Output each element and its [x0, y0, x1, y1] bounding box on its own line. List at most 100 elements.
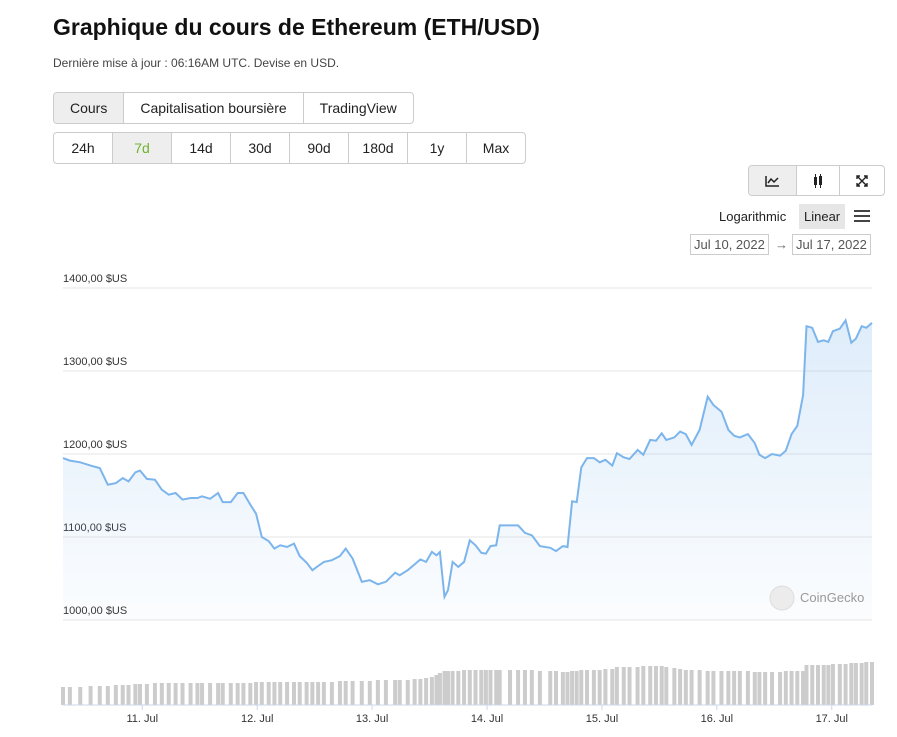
volume-bar [329, 682, 334, 705]
range-button[interactable]: 180d [349, 133, 408, 163]
volume-bar [310, 682, 315, 705]
volume-bar [297, 682, 302, 705]
tab[interactable]: Capitalisation boursière [124, 93, 304, 123]
volume-bar [434, 675, 439, 705]
volume-bar [272, 682, 277, 705]
x-tick-label: 17. Jul [816, 713, 848, 725]
volume-bar [757, 672, 762, 705]
title: Graphique du cours de Ethereum (ETH/USD) [53, 14, 540, 40]
volume-bar [479, 670, 484, 705]
volume-bar [429, 677, 434, 705]
volume-bar [522, 670, 527, 705]
volume-bar [597, 670, 602, 705]
volume-bar [745, 671, 750, 705]
volume-bar [585, 670, 590, 705]
volume-bar [235, 683, 240, 705]
tab-group: Cours Capitalisation boursière TradingView [53, 92, 414, 124]
volume-bar [801, 671, 806, 705]
volume-bar [683, 670, 688, 705]
volume-bar [350, 681, 355, 705]
volume-bar [442, 671, 447, 705]
volume-bar [678, 669, 683, 705]
volume-bar [208, 683, 213, 705]
y-tick-label: 1300,00 $US [63, 356, 127, 368]
volume-bar [497, 670, 502, 705]
volume-bar [456, 671, 461, 705]
volume-bar [393, 680, 398, 705]
volume-bar [278, 682, 283, 705]
tab[interactable]: TradingView [319, 100, 397, 116]
volume-bar [641, 666, 646, 705]
volume-bar [579, 670, 584, 705]
range-button[interactable]: 24h [54, 133, 113, 163]
volume-bar [105, 686, 110, 705]
volume-bar [88, 686, 93, 705]
volume-bar [664, 667, 669, 705]
subtitle: Dernière mise à jour : 06:16AM UTC. Devi… [53, 56, 340, 70]
volume-bar [228, 683, 233, 705]
candle-view-button[interactable] [797, 166, 840, 195]
volume-bar [591, 670, 596, 705]
volume-bar [188, 683, 193, 705]
volume-bar [67, 687, 72, 705]
volume-bar [565, 672, 570, 705]
x-tick-label: 13. Jul [356, 713, 388, 725]
volume-bar [375, 680, 380, 705]
range-button[interactable]: Max [482, 140, 510, 156]
range-button[interactable]: 30d [231, 133, 290, 163]
volume-bar [659, 666, 664, 705]
range-button[interactable]: 14d [172, 133, 231, 163]
volume-bar [359, 681, 364, 705]
volume-bar [815, 665, 820, 705]
volume-bar [719, 671, 724, 705]
volume-bar [450, 671, 455, 705]
volume-bar [837, 664, 842, 705]
watermark: CoinGecko [800, 590, 864, 605]
range-button[interactable]: 7d [113, 133, 172, 163]
linear-button[interactable]: Linear [799, 204, 846, 229]
volume-bar [648, 666, 653, 705]
x-tick-label: 15. Jul [586, 713, 618, 725]
range-button[interactable]: 1y [408, 133, 467, 163]
volume-bar [795, 671, 800, 705]
volume-bar [711, 671, 716, 705]
volume-bar [445, 671, 450, 705]
volume-bar [195, 683, 200, 705]
volume-bar [285, 682, 290, 705]
fullscreen-button[interactable] [840, 166, 884, 195]
date-from[interactable]: Jul 10, 2022 [690, 234, 769, 255]
volume-bar [254, 682, 259, 705]
volume-bar [321, 682, 326, 705]
line-view-button[interactable] [749, 166, 797, 195]
volume-bar [152, 683, 157, 705]
volume-bar [126, 685, 131, 705]
volume-bar [737, 671, 742, 705]
range-button[interactable]: 90d [290, 133, 349, 163]
volume-bar [494, 670, 499, 705]
volume-bar [705, 671, 710, 705]
volume-bar [529, 670, 534, 705]
x-tick-label: 11. Jul [126, 713, 158, 725]
volume-bar [508, 670, 513, 705]
volume-bar [614, 667, 619, 705]
volume-bar [627, 667, 632, 705]
range-group: 24h 7d 14d 30d 90d 180d 1y Max [53, 132, 526, 164]
volume-bar [97, 686, 102, 705]
price-line [62, 318, 873, 601]
menu-icon[interactable] [854, 209, 870, 223]
date-to[interactable]: Jul 17, 2022 [792, 234, 871, 255]
volume-bar [418, 679, 423, 705]
volume-bar [548, 671, 553, 705]
volume-bar [337, 681, 342, 705]
volume-bar [603, 669, 608, 705]
y-tick-label: 1400,00 $US [63, 273, 127, 285]
volume-bar [424, 678, 429, 705]
volume-bar [78, 687, 83, 705]
tab[interactable]: Cours [54, 93, 125, 123]
x-tick-label: 16. Jul [701, 713, 733, 725]
volume-bar [826, 665, 831, 705]
volume-bar [853, 663, 858, 705]
log-button[interactable]: Logarithmic [719, 209, 787, 224]
